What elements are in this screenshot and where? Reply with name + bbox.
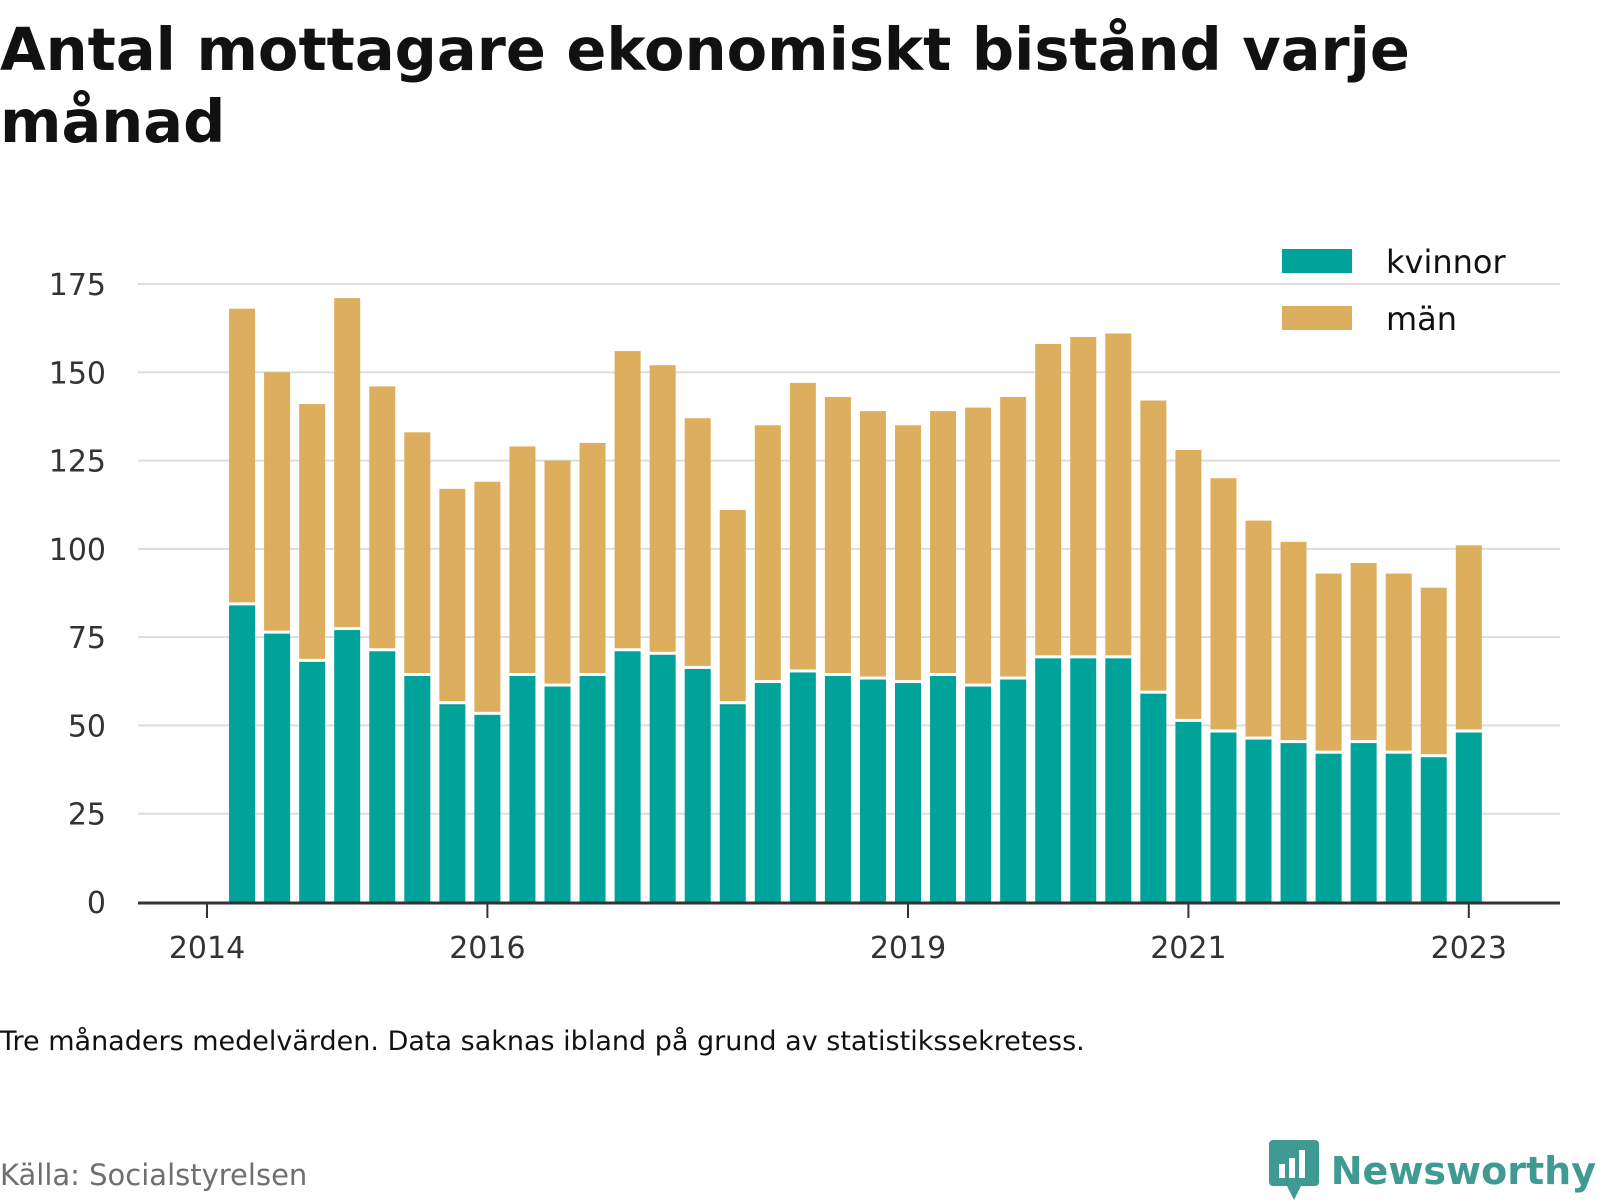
bar-kvinnor xyxy=(1210,732,1237,902)
bar-man xyxy=(824,397,851,673)
chart-note: Tre månaders medelvärden. Data saknas ib… xyxy=(0,1026,1085,1057)
legend-swatch-kvinnor xyxy=(1282,249,1352,273)
bar-kvinnor xyxy=(1000,679,1027,902)
bar-man xyxy=(509,446,536,673)
bar-kvinnor xyxy=(544,686,571,902)
source-credit: Källa: Socialstyrelsen xyxy=(0,1158,308,1192)
bar-man xyxy=(229,308,256,603)
bar-kvinnor xyxy=(824,675,851,902)
bar-man xyxy=(1105,333,1132,656)
legend-label-kvinnor: kvinnor xyxy=(1386,243,1507,281)
bar-kvinnor xyxy=(509,675,536,902)
bar-kvinnor xyxy=(859,679,886,902)
bar-kvinnor xyxy=(789,672,816,902)
bar-kvinnor xyxy=(579,675,606,902)
bar-kvinnor xyxy=(1315,753,1342,902)
bar-man xyxy=(1245,520,1272,737)
y-tick-label: 150 xyxy=(49,356,106,391)
bar-man xyxy=(930,411,957,673)
bar-kvinnor xyxy=(754,683,781,902)
bar-kvinnor xyxy=(474,714,501,902)
bar-man xyxy=(1140,400,1167,691)
bar-man xyxy=(965,407,992,684)
x-tick-label: 2021 xyxy=(1150,931,1226,960)
bar-man xyxy=(264,372,291,631)
bar-kvinnor xyxy=(1105,658,1132,902)
bar-man xyxy=(1000,397,1027,677)
y-tick-label: 50 xyxy=(68,709,106,744)
brand-logo: Newsworthy xyxy=(1268,1140,1596,1202)
y-tick-label: 125 xyxy=(49,445,106,480)
bar-man xyxy=(369,386,396,649)
bar-kvinnor xyxy=(1140,693,1167,902)
bar-man xyxy=(1455,545,1482,730)
bar-kvinnor xyxy=(1070,658,1097,902)
bar-man xyxy=(649,365,676,652)
bar-kvinnor xyxy=(404,675,431,902)
x-tick-label: 2019 xyxy=(870,931,946,960)
bar-man xyxy=(789,382,816,670)
bar-man xyxy=(299,404,326,659)
bar-kvinnor xyxy=(614,651,641,902)
bar-man xyxy=(895,425,921,681)
bar-kvinnor xyxy=(649,654,676,902)
bar-kvinnor xyxy=(369,651,396,902)
brand-name: Newsworthy xyxy=(1330,1149,1596,1193)
y-tick-label: 25 xyxy=(68,798,106,833)
bar-kvinnor xyxy=(229,605,256,902)
bar-man xyxy=(1210,478,1237,730)
bar-man xyxy=(684,418,711,666)
bar-kvinnor xyxy=(965,686,992,902)
bar-kvinnor xyxy=(1245,739,1272,902)
bar-man xyxy=(1385,573,1412,751)
bar-kvinnor xyxy=(1175,721,1202,902)
y-tick-label: 75 xyxy=(68,621,106,656)
bar-kvinnor xyxy=(1350,743,1377,902)
y-tick-label: 175 xyxy=(49,268,106,303)
chart-title: Antal mottagare ekonomiskt bistånd varje… xyxy=(0,15,1410,156)
legend-label-man: män xyxy=(1386,300,1457,338)
bar-man xyxy=(754,425,781,681)
bar-man xyxy=(1070,336,1097,656)
bar-man xyxy=(334,298,361,628)
x-tick-label: 2023 xyxy=(1431,931,1507,960)
bar-man xyxy=(439,488,466,702)
legend: kvinnor män xyxy=(1282,243,1507,338)
bar-man xyxy=(1315,573,1342,751)
bar-man xyxy=(1280,541,1307,741)
bar-man xyxy=(474,481,501,712)
bar-man xyxy=(579,442,606,673)
axes: 0 25 50 75 100 125 150 175 2014 2016 2019 2021 2023 xyxy=(49,268,1560,960)
x-tick-label: 2016 xyxy=(449,931,525,960)
legend-swatch-man xyxy=(1282,306,1352,330)
bar-kvinnor xyxy=(1455,732,1482,902)
bar-kvinnor xyxy=(684,668,711,902)
bar-man xyxy=(859,411,886,677)
bar-kvinnor xyxy=(439,704,466,902)
bar-man xyxy=(544,460,571,684)
bar-man xyxy=(404,432,431,673)
bar-kvinnor xyxy=(1385,753,1412,902)
bar-kvinnor xyxy=(719,704,746,902)
x-tick-label: 2014 xyxy=(169,931,245,960)
bar-kvinnor xyxy=(264,633,291,902)
bar-kvinnor xyxy=(299,661,326,902)
bar-man xyxy=(1175,449,1202,719)
bar-man xyxy=(614,351,641,649)
bar-kvinnor xyxy=(895,683,921,902)
y-tick-label: 100 xyxy=(49,533,106,568)
bar-kvinnor xyxy=(334,630,361,902)
bar-kvinnor xyxy=(1420,757,1447,902)
bar-man xyxy=(1420,587,1447,755)
bar-kvinnor xyxy=(1035,658,1062,902)
bar-man xyxy=(1035,344,1062,656)
y-tick-label: 0 xyxy=(87,886,106,921)
bar-man xyxy=(1350,562,1377,741)
bars xyxy=(229,298,1482,902)
bar-kvinnor xyxy=(1280,743,1307,902)
newsworthy-logo-icon xyxy=(1268,1140,1319,1200)
bar-kvinnor xyxy=(930,675,957,902)
bar-man xyxy=(719,510,746,702)
